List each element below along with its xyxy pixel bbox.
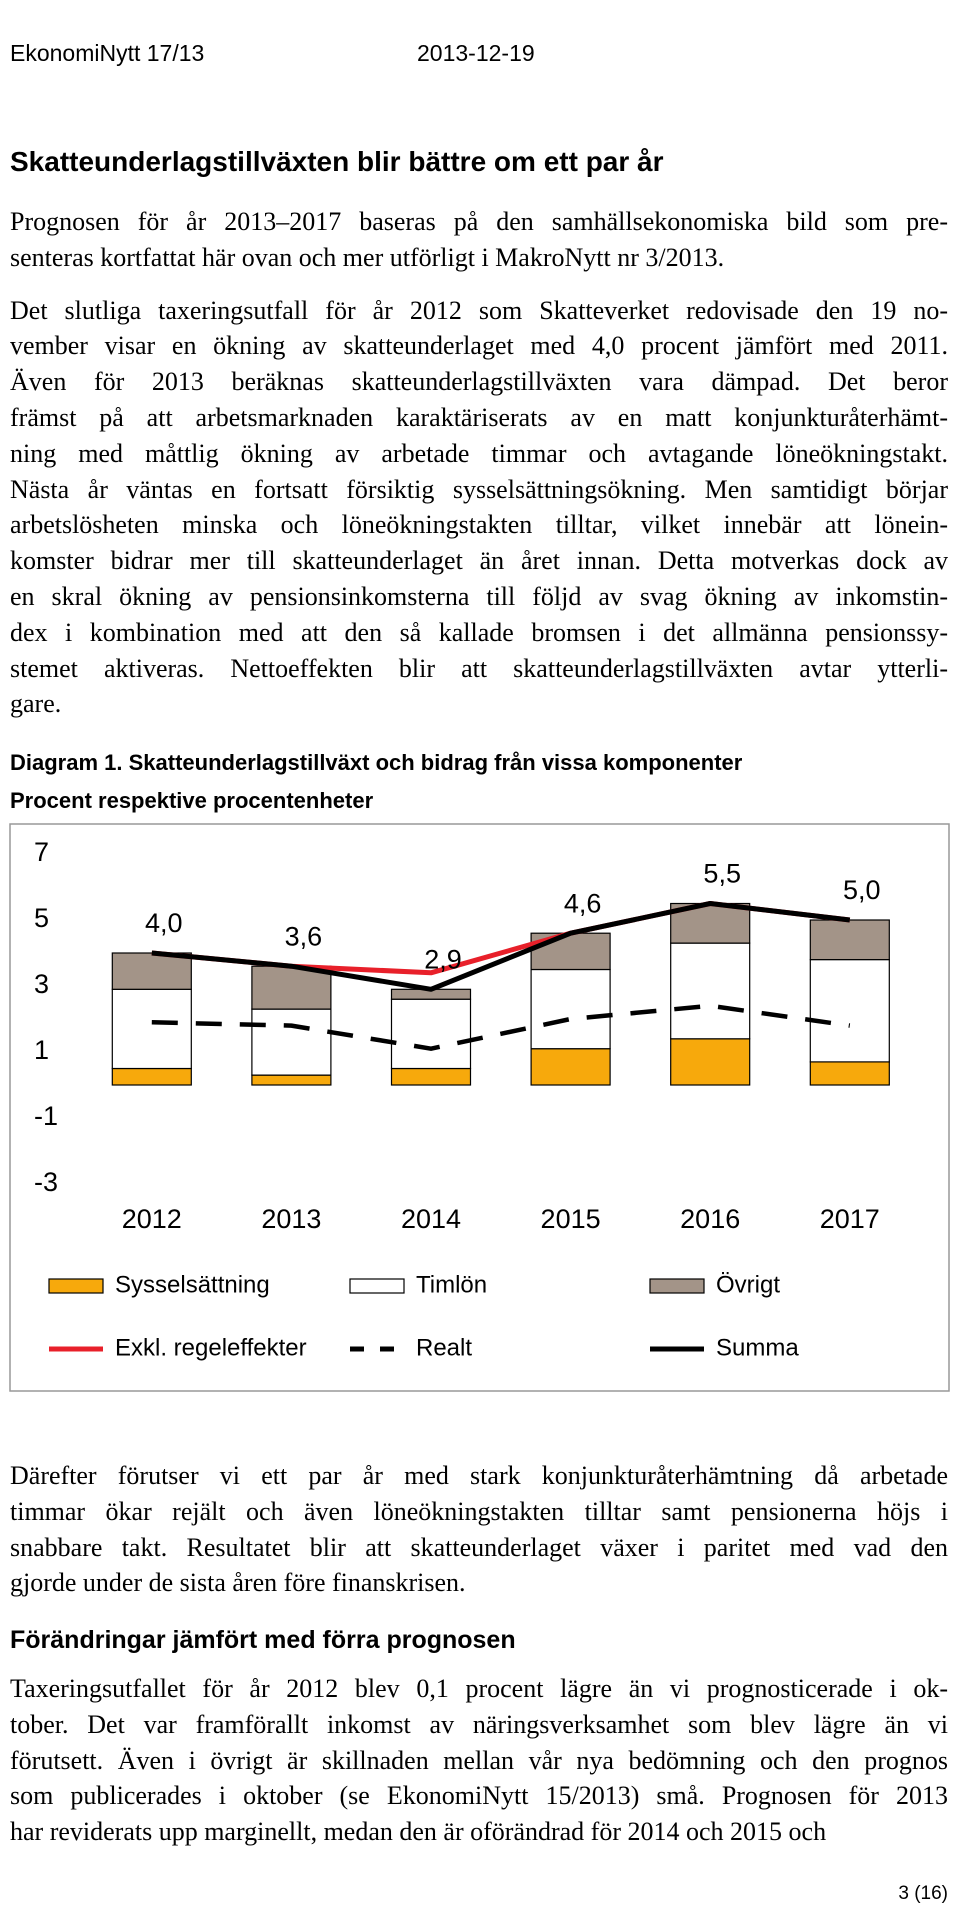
bar-segment [390,1067,472,1086]
figure-subtitle: Procent respektive procentenheter [10,788,374,813]
y-tick-label: 3 [34,969,49,999]
bar-segment [530,1048,611,1086]
legend-label: Realt [416,1334,472,1361]
text-line: senteras kortfattat här ovan och mer utf… [10,242,725,272]
bar-segment [809,958,890,1063]
bar-segment [251,965,332,1010]
bar-segment [530,968,611,1050]
text-line: dex i kombination med att den så kallade… [10,617,948,647]
x-tick-label: 2013 [261,1204,321,1234]
x-tick-label: 2012 [122,1204,182,1234]
text-line: Prognosen för år 2013–2017 baseras på de… [10,207,948,236]
chart-frame [9,823,950,1392]
y-tick-label: 1 [34,1035,49,1065]
value-label: 2,9 [424,944,462,974]
text-line: Det slutliga taxeringsutfall för år 2012… [10,295,948,325]
text-line: har reviderats upp marginellt, medan den… [10,1817,827,1847]
bar-segment [809,919,890,961]
value-label: 4,0 [145,908,183,938]
text-line: en skral ökning av pensionsinkomsterna t… [10,582,948,611]
line [151,901,851,992]
x-tick-label: 2017 [820,1204,880,1234]
bar-segment [390,998,472,1070]
bar-segment [111,1067,192,1086]
y-tick-label: 7 [34,837,49,867]
text-line: Taxeringsutfallet för år 2012 blev 0,1 p… [10,1674,948,1703]
text-line: Nästa år väntas en fortsatt försiktig sy… [10,474,948,504]
legend-label: Övrigt [716,1271,780,1298]
figure-caption: Diagram 1. Skatteunderlagstillväxt och b… [10,750,743,775]
bar-segment [251,1074,332,1086]
bar-segment [111,988,192,1070]
publication: EkonomiNytt 17/13 [10,40,205,66]
line [151,1003,851,1051]
bar-segment [809,1061,890,1086]
text-line: Även för 2013 beräknas skatteunderlagsti… [10,367,948,397]
text-line: stemet aktiveras. Nettoeffekten blir att… [10,653,948,683]
value-label: 5,5 [703,859,741,889]
title: Skatteunderlagstillväxten blir bättre om… [10,146,664,177]
section-heading: Förändringar jämfört med förra prognosen [10,1626,516,1654]
value-label: 4,6 [564,888,602,918]
text-line: gare. [10,689,62,719]
bar-segment [251,1008,332,1076]
value-label: 5,0 [843,875,881,905]
text-line: gjorde under de sista åren före finanskr… [10,1568,466,1598]
y-tick-label: -3 [34,1167,58,1197]
text-line: komster bidrar mer till skatteunderlaget… [10,546,948,576]
x-tick-label: 2014 [401,1204,461,1234]
text-line: Därefter förutser vi ett par år med star… [10,1461,948,1490]
legend-label: Timlön [416,1271,487,1298]
legend-label: Summa [716,1334,799,1361]
bar-segment [111,952,192,990]
date: 2013-12-19 [417,40,535,66]
text-line: timmar ökar rejält och även löneökningst… [10,1496,948,1526]
text-line: förutsett. Även i övrigt är skillnaden m… [10,1745,948,1775]
text-line: som publicerades i oktober (se EkonomiNy… [10,1781,948,1811]
page-number: 3 (16) [898,1883,948,1904]
y-tick-label: 5 [34,903,49,933]
legend-swatch [48,1278,104,1294]
text-line: snabbare takt. Resultatet blir att skatt… [10,1532,948,1562]
text-line: tober. Det var framförallt inkomst av nä… [10,1709,948,1739]
bar-segment [670,942,751,1040]
legend-swatch [349,1278,405,1294]
text-line: vember visar en ökning av skatteunderlag… [10,331,948,361]
legend-label: Exkl. regeleffekter [115,1334,307,1361]
text-line: främst på att arbetsmarknaden karaktäris… [10,403,948,432]
legend-label: Sysselsättning [115,1271,270,1298]
x-tick-label: 2015 [541,1204,601,1234]
x-tick-label: 2016 [680,1204,740,1234]
value-label: 3,6 [285,921,323,951]
text-line: arbetslösheten minska och löneökningstak… [10,510,948,540]
bar-segment [670,1038,751,1086]
y-tick-label: -1 [34,1101,58,1131]
text-line: ning med måttlig ökning av arbetade timm… [10,438,948,468]
legend-swatch [649,1278,705,1294]
